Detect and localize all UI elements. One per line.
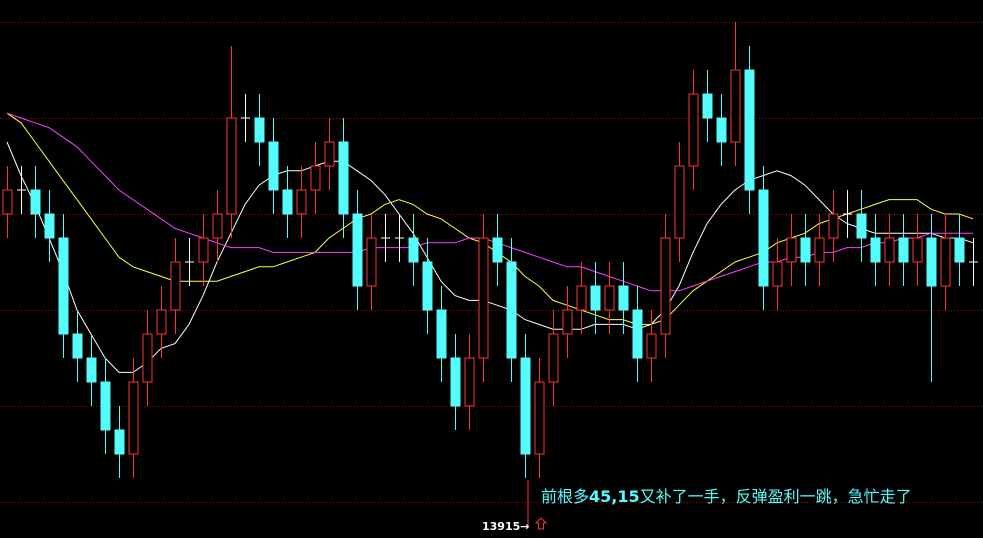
candle-body bbox=[254, 117, 265, 143]
candle-body bbox=[534, 381, 545, 455]
candle-body bbox=[324, 141, 335, 167]
candle-body bbox=[674, 165, 685, 239]
candle-body bbox=[268, 141, 279, 191]
candle-body bbox=[730, 69, 741, 143]
candle-body bbox=[506, 261, 517, 359]
candle-body bbox=[898, 237, 909, 263]
candle-body bbox=[492, 237, 503, 263]
candle-body bbox=[58, 237, 69, 335]
low-arrow bbox=[534, 517, 548, 530]
candle-body bbox=[142, 333, 153, 383]
candle-body bbox=[478, 237, 489, 359]
candle-body bbox=[170, 261, 181, 311]
candle-body bbox=[338, 141, 349, 215]
candle-body bbox=[44, 213, 55, 239]
candle-body bbox=[30, 189, 41, 215]
candle-body bbox=[422, 261, 433, 311]
candle-body bbox=[856, 213, 867, 239]
candle-body bbox=[366, 237, 377, 287]
candle-body bbox=[702, 93, 713, 119]
candle-body bbox=[940, 237, 951, 287]
moving-averages bbox=[6, 112, 974, 373]
candle-body bbox=[408, 237, 419, 263]
candle-body bbox=[100, 381, 111, 431]
annotation-part: 前根多 bbox=[541, 487, 589, 506]
candle-body bbox=[282, 189, 293, 215]
candle-body bbox=[590, 285, 601, 311]
candle-body bbox=[562, 309, 573, 335]
candle-body bbox=[954, 237, 965, 263]
candle-body bbox=[226, 117, 237, 215]
candle-body bbox=[828, 213, 839, 239]
candle-body bbox=[758, 189, 769, 287]
candle-body bbox=[128, 381, 139, 455]
moving-average-line bbox=[6, 112, 973, 292]
candle-body bbox=[912, 237, 923, 263]
candle-body bbox=[198, 237, 209, 263]
candle-body bbox=[576, 285, 587, 311]
candle-body bbox=[870, 237, 881, 263]
candle-body bbox=[688, 93, 699, 167]
candle-body bbox=[632, 309, 643, 359]
candle-body bbox=[520, 357, 531, 455]
annotation-part: 45,15 bbox=[589, 487, 640, 506]
candle-body bbox=[772, 261, 783, 287]
moving-average-line bbox=[6, 112, 974, 325]
candle-body bbox=[464, 357, 475, 407]
candle-body bbox=[212, 213, 223, 239]
candle-body bbox=[114, 429, 125, 455]
candle-body bbox=[72, 333, 83, 359]
candle-body bbox=[352, 213, 363, 287]
candle-body bbox=[800, 237, 811, 263]
candle-body bbox=[2, 189, 13, 215]
candle-body bbox=[604, 285, 615, 311]
moving-average-line bbox=[6, 141, 974, 373]
candle-body bbox=[310, 165, 321, 191]
candle-body bbox=[716, 117, 727, 143]
candles bbox=[2, 22, 978, 478]
candle-body bbox=[156, 309, 167, 335]
candle-body bbox=[646, 333, 657, 359]
candle-body bbox=[744, 69, 755, 191]
annotation-part: 又补了一手，反弹盈利一跳，急忙走了 bbox=[640, 487, 912, 506]
low-label: 13915→ bbox=[482, 520, 530, 533]
candle-body bbox=[814, 237, 825, 263]
candle-body bbox=[548, 333, 559, 383]
candle-body bbox=[450, 357, 461, 407]
candle-body bbox=[786, 237, 797, 263]
candle-body bbox=[296, 189, 307, 215]
annotation: 前根多45,15又补了一手，反弹盈利一跳，急忙走了 bbox=[541, 487, 912, 506]
grid bbox=[0, 22, 983, 503]
candle-body bbox=[660, 237, 671, 335]
candle-body bbox=[926, 237, 937, 287]
candle-body bbox=[884, 237, 895, 263]
candle-body bbox=[618, 285, 629, 311]
candle-body bbox=[436, 309, 447, 359]
candle-body bbox=[86, 357, 97, 383]
